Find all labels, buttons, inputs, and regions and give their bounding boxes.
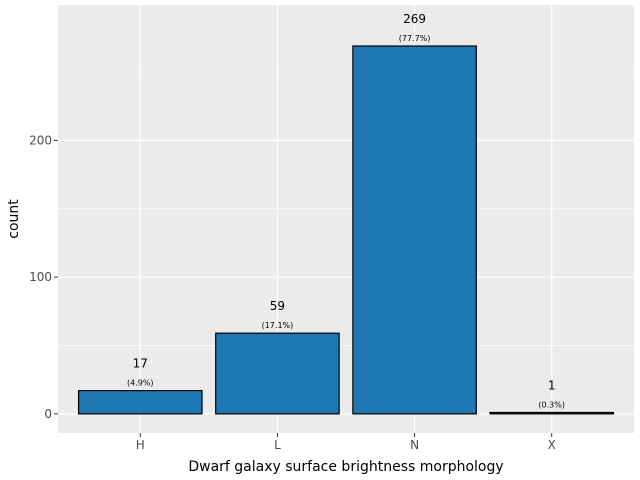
bar-x [489,411,615,415]
bars [77,45,615,415]
count-label: 59 [270,299,285,313]
y-axis-title: count [6,199,22,239]
bar-n [352,45,477,415]
y-tick-label: 100 [29,270,52,284]
percent-label: (17.1%) [262,321,294,330]
bar-labels: (4.9%) 17 (17.1%) 59 (77.7%) 269 (0.3%) 1 [127,12,565,409]
percent-label: (4.9%) [127,379,154,388]
x-tick-label: H [136,438,145,452]
plot-panel [58,5,634,433]
count-label: 269 [403,12,426,26]
y-axis-ticks: 0 100 200 [29,133,58,421]
x-tick-label: L [274,438,281,452]
bar-l [215,332,340,415]
minor-gridlines [58,71,634,346]
bar-h [77,390,203,415]
y-tick-label: 200 [29,133,52,147]
percent-label: (77.7%) [399,34,431,43]
x-tick-label: X [548,438,556,452]
y-tick-label: 0 [44,407,52,421]
x-axis-title: Dwarf galaxy surface brightness morpholo… [188,459,503,475]
count-label: 1 [548,378,556,392]
count-label: 17 [133,357,148,371]
x-tick-label: N [410,438,419,452]
percent-label: (0.3%) [538,400,565,409]
